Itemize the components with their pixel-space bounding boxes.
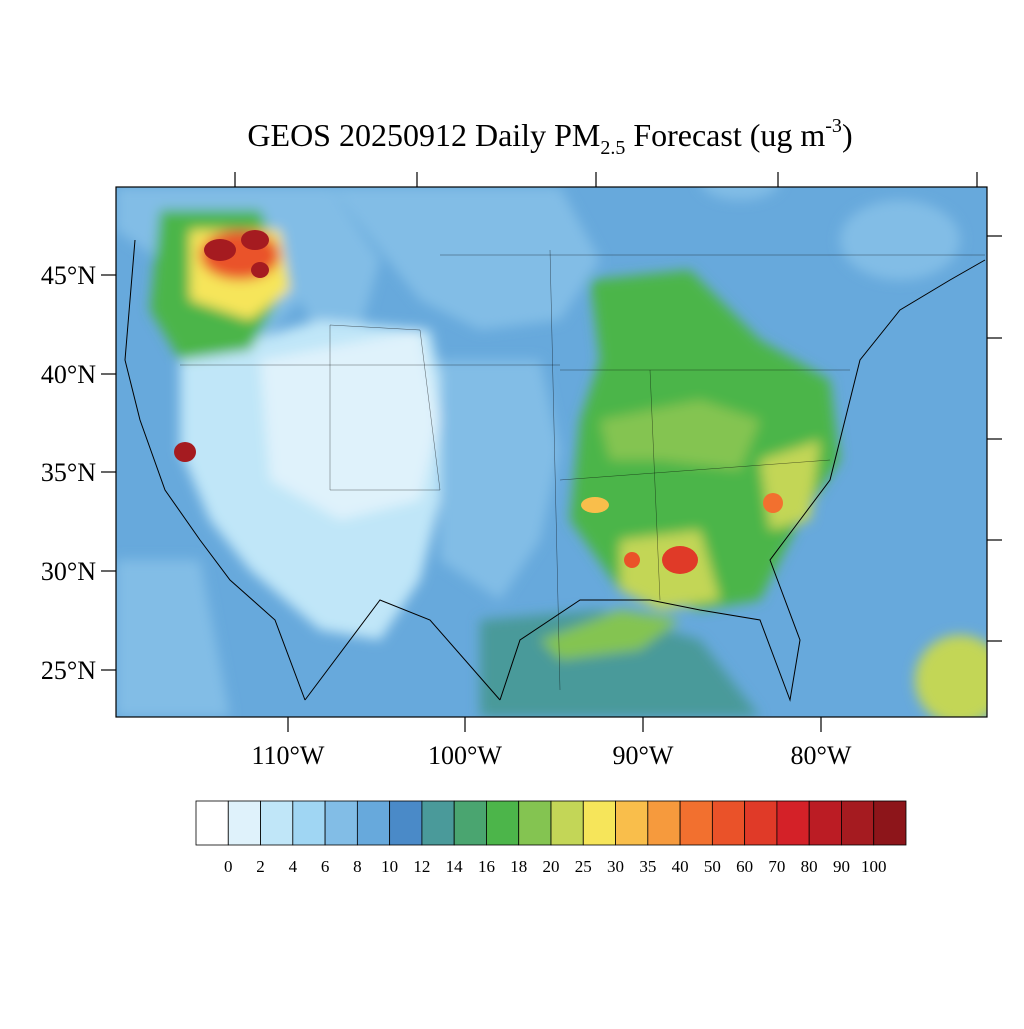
colorbar-box xyxy=(356,800,391,846)
colorbar-box xyxy=(260,800,294,846)
colorbar-label: 60 xyxy=(736,857,753,876)
colorbar-box xyxy=(744,800,778,846)
title-subscript: 2.5 xyxy=(600,137,625,159)
colorbar-label: 25 xyxy=(575,857,592,876)
map-frame xyxy=(115,186,988,718)
colorbar-box xyxy=(615,800,649,846)
title-superscript: -3 xyxy=(825,115,842,137)
colorbar-label: 40 xyxy=(672,857,689,876)
colorbar-box xyxy=(453,800,487,846)
colorbar-label: 50 xyxy=(704,857,721,876)
colorbar-label: 12 xyxy=(413,857,430,876)
title-main: GEOS 20250912 Daily PM xyxy=(247,117,600,153)
colorbar-box xyxy=(550,800,584,846)
lon-label: 100°W xyxy=(428,741,502,770)
colorbar-box xyxy=(486,800,520,846)
colorbar-box xyxy=(292,800,326,846)
colorbar-box xyxy=(711,800,746,846)
colorbar-label: 18 xyxy=(510,857,527,876)
colorbar-label: 4 xyxy=(289,857,298,876)
title-middle: Forecast (ug m xyxy=(625,117,825,153)
concentration-field xyxy=(116,187,987,717)
colorbar-box xyxy=(808,800,842,846)
colorbar-box xyxy=(647,800,681,846)
colorbar-label: 6 xyxy=(321,857,330,876)
colorbar-label: 0 xyxy=(224,857,233,876)
latitude-axis: 45°N 40°N 35°N 30°N 25°N xyxy=(41,261,116,685)
colorbar-box xyxy=(421,800,455,846)
colorbar-box xyxy=(873,800,907,846)
colorbar-box xyxy=(841,800,875,846)
longitude-axis: 110°W 100°W 90°W 80°W xyxy=(252,717,852,770)
lat-label: 35°N xyxy=(41,458,96,487)
lon-label: 110°W xyxy=(252,741,325,770)
colorbar-box xyxy=(582,800,616,846)
colorbar-box xyxy=(324,800,358,846)
lat-label: 30°N xyxy=(41,557,96,586)
colorbar-box xyxy=(776,800,810,846)
colorbar-label: 80 xyxy=(801,857,818,876)
colorbar-label: 70 xyxy=(768,857,785,876)
map-ticks xyxy=(234,172,1002,642)
lat-label: 40°N xyxy=(41,360,96,389)
lon-label: 80°W xyxy=(791,741,852,770)
lat-label: 45°N xyxy=(41,261,96,290)
colorbar: 0 2 4 6 8 10 12 14 16 18 20 25 30 35 40 50 60 70 80 90 100 xyxy=(195,800,907,876)
colorbar-label: 16 xyxy=(478,857,495,876)
colorbar-box xyxy=(679,800,713,846)
colorbar-label: 90 xyxy=(833,857,850,876)
title-end: ) xyxy=(842,117,853,153)
lon-label: 90°W xyxy=(613,741,674,770)
colorbar-label: 14 xyxy=(446,857,464,876)
colorbar-label: 8 xyxy=(353,857,362,876)
colorbar-label: 20 xyxy=(543,857,560,876)
colorbar-box xyxy=(389,800,423,846)
colorbar-label: 100 xyxy=(861,857,887,876)
colorbar-label: 30 xyxy=(607,857,624,876)
lat-label: 25°N xyxy=(41,656,96,685)
map-title: GEOS 20250912 Daily PM2.5 Forecast (ug m… xyxy=(247,115,852,159)
colorbar-box xyxy=(518,800,552,846)
colorbar-label: 10 xyxy=(381,857,398,876)
colorbar-box xyxy=(227,800,261,846)
colorbar-box xyxy=(195,800,229,846)
colorbar-label: 35 xyxy=(639,857,656,876)
colorbar-label: 2 xyxy=(256,857,265,876)
